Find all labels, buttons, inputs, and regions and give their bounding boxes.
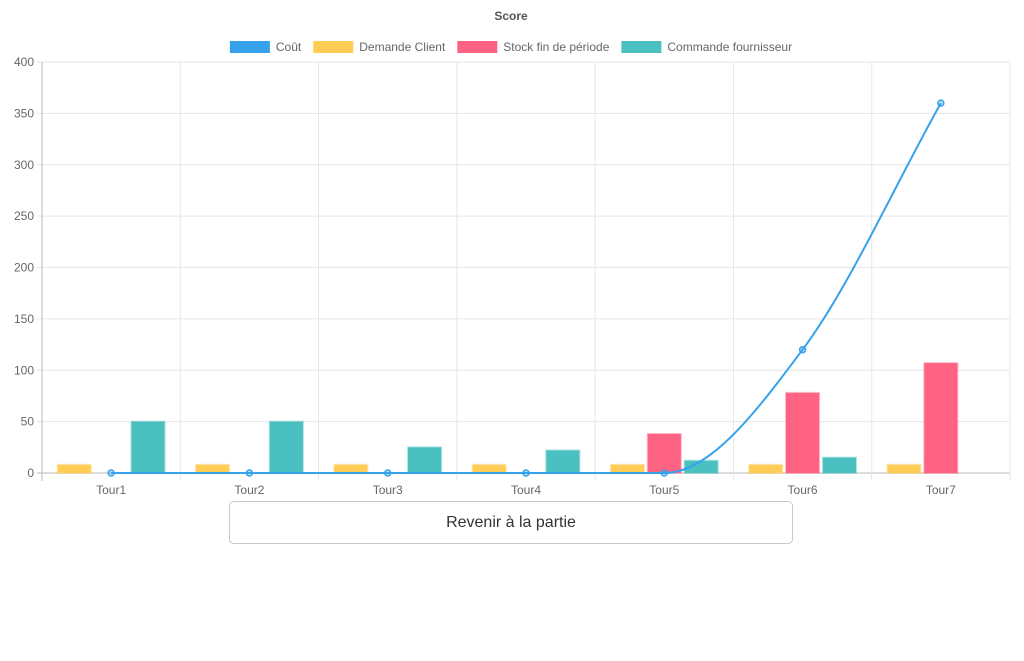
chart-bars	[56, 362, 959, 475]
line-point-tour1[interactable]	[107, 469, 115, 477]
y-tick-label: 0	[27, 466, 34, 480]
line-point-tour2[interactable]	[245, 469, 254, 477]
x-tick-label: Tour3	[373, 483, 403, 497]
y-tick-label: 250	[14, 209, 34, 223]
y-tick-label: 400	[14, 55, 34, 69]
legend-swatch	[229, 41, 270, 53]
score-chart: Score Coût Demande Client Stock fin de pér…	[14, 9, 1011, 497]
y-tick-label: 50	[21, 415, 35, 429]
x-tick-label: Tour1	[96, 483, 126, 497]
chart-legend: Coût Demande Client Stock fin de période Co…	[229, 40, 792, 54]
x-tick-label: Tour2	[234, 483, 264, 497]
legend-item-commande-fournisseur[interactable]: Commande fournisseur	[621, 40, 792, 54]
y-tick-label: 300	[14, 158, 34, 172]
bar-commande-fournisseur-tour4[interactable]	[545, 449, 581, 474]
line-point-tour3[interactable]	[383, 469, 392, 477]
legend-swatch	[457, 41, 498, 53]
legend-label: Commande fournisseur	[667, 40, 792, 54]
chart-title: Score	[494, 9, 528, 23]
line-point-tour6[interactable]	[798, 345, 807, 354]
line-point-tour4[interactable]	[522, 469, 530, 477]
legend-item-co-t[interactable]: Coût	[229, 40, 302, 54]
back-to-game-button[interactable]: Revenir à la partie	[229, 501, 793, 544]
y-tick-label: 100	[14, 363, 34, 377]
bar-demande-client-tour3[interactable]	[333, 463, 369, 474]
chart-axes: 0 50 100 150 200 250 300 350 400 Tour1 Tour2 Tour3 T…	[14, 55, 956, 497]
legend-item-stock-fin-de-p-riode[interactable]: Stock fin de période	[457, 40, 610, 54]
line-point-tour5[interactable]	[660, 469, 669, 477]
bar-commande-fournisseur-tour2[interactable]	[268, 420, 304, 474]
legend-swatch	[621, 41, 662, 53]
y-tick-label: 150	[14, 312, 34, 326]
x-tick-label: Tour6	[788, 483, 818, 497]
x-tick-label: Tour5	[649, 483, 679, 497]
line-point-tour7[interactable]	[937, 99, 945, 107]
bar-stock-fin-de-p-riode-tour6[interactable]	[784, 391, 821, 475]
chart-grid	[37, 61, 1011, 481]
legend-label: Demande Client	[359, 40, 446, 54]
y-tick-label: 350	[14, 106, 34, 120]
bar-demande-client-tour2[interactable]	[194, 463, 231, 474]
bar-demande-client-tour6[interactable]	[748, 463, 784, 474]
bar-demande-client-tour1[interactable]	[56, 463, 92, 474]
chart-line	[107, 99, 945, 477]
bar-commande-fournisseur-tour3[interactable]	[406, 446, 443, 474]
legend-label: Stock fin de période	[503, 40, 609, 54]
x-tick-label: Tour4	[511, 483, 541, 497]
bar-commande-fournisseur-tour1[interactable]	[130, 420, 166, 474]
bar-commande-fournisseur-tour6[interactable]	[821, 456, 858, 474]
legend-label: Coût	[276, 40, 302, 54]
y-tick-label: 200	[14, 261, 34, 275]
legend-swatch	[313, 41, 354, 53]
bar-demande-client-tour5[interactable]	[609, 463, 646, 474]
x-tick-label: Tour7	[926, 483, 956, 497]
bar-demande-client-tour4[interactable]	[471, 463, 507, 474]
legend-item-demande-client[interactable]: Demande Client	[313, 40, 446, 54]
line-cout	[111, 102, 942, 475]
bar-stock-fin-de-p-riode-tour7[interactable]	[923, 362, 959, 474]
bar-demande-client-tour7[interactable]	[886, 463, 922, 474]
bar-stock-fin-de-p-riode-tour5[interactable]	[646, 432, 682, 474]
